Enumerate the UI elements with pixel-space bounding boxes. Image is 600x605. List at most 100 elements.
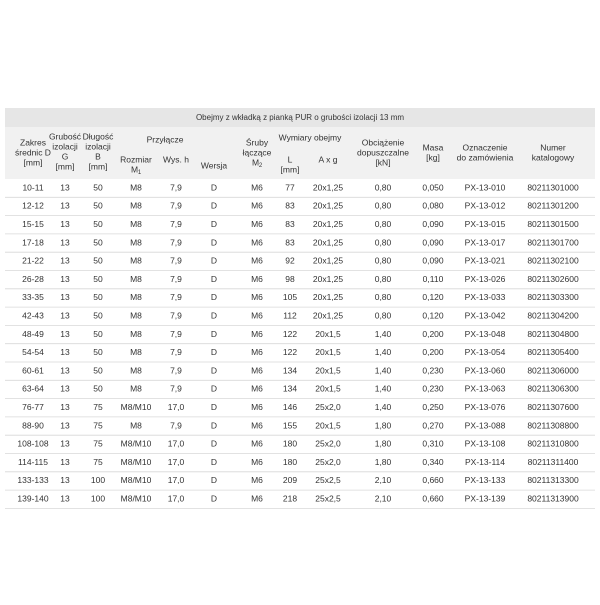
cell: M6 xyxy=(251,219,263,229)
cell: D xyxy=(211,365,217,375)
cell: D xyxy=(211,311,217,321)
cell: 105 xyxy=(283,292,297,302)
cell: 114-115 xyxy=(18,457,48,467)
header-label: [mm] xyxy=(89,161,108,171)
header-label: [mm] xyxy=(24,157,43,167)
cell: 80211302100 xyxy=(527,256,579,266)
cell: 13 xyxy=(60,256,70,266)
cell: 0,230 xyxy=(422,384,444,394)
cell: 80211301500 xyxy=(527,219,579,229)
cell: M8 xyxy=(130,311,142,321)
cell: 25x2,5 xyxy=(315,475,341,485)
cell: M8 xyxy=(130,182,142,192)
cell: 0,120 xyxy=(422,292,444,302)
cell: 80211311400 xyxy=(528,457,579,467)
cell: 0,090 xyxy=(422,237,444,247)
cell: M8/M10 xyxy=(121,457,152,467)
cell: 155 xyxy=(283,420,297,430)
cell: 80211306300 xyxy=(527,384,579,394)
cell: 20x1,25 xyxy=(313,274,344,284)
header-label: Grubość xyxy=(49,131,82,141)
header-label: Oznaczenie xyxy=(463,142,508,152)
cell: 50 xyxy=(93,237,103,247)
cell: D xyxy=(211,439,217,449)
cell: M6 xyxy=(251,237,263,247)
cell: D xyxy=(211,329,217,339)
cell: M8/M10 xyxy=(121,439,152,449)
cell: 80211301200 xyxy=(527,201,579,211)
cell: 20x1,25 xyxy=(313,292,344,302)
cell: 80211304800 xyxy=(527,329,579,339)
cell: 7,9 xyxy=(170,274,182,284)
cell: 80211301000 xyxy=(527,182,579,192)
cell: 13 xyxy=(60,439,70,449)
cell: M6 xyxy=(251,347,263,357)
cell: 0,80 xyxy=(375,292,392,302)
header-label: Numer xyxy=(540,142,566,152)
cell: 17,0 xyxy=(168,439,185,449)
cell: 1,40 xyxy=(375,365,392,375)
header-label: łączące xyxy=(243,147,272,157)
header-label: B xyxy=(95,151,101,161)
cell: 180 xyxy=(283,439,297,449)
header-label: Wersja xyxy=(201,160,228,170)
cell: PX-13-133 xyxy=(465,475,506,485)
cell: 17,0 xyxy=(168,402,185,412)
cell: 7,9 xyxy=(170,347,182,357)
header-label: katalogowy xyxy=(532,152,575,162)
cell: 83 xyxy=(285,201,295,211)
cell: M6 xyxy=(251,182,263,192)
cell: D xyxy=(211,402,217,412)
cell: 13 xyxy=(60,347,70,357)
header-label: Zakres xyxy=(20,137,46,147)
cell: 25x2,5 xyxy=(315,494,341,504)
cell: 75 xyxy=(93,439,103,449)
cell: 50 xyxy=(93,311,103,321)
cell: 0,660 xyxy=(422,494,444,504)
cell: M6 xyxy=(251,475,263,485)
cell: PX-13-108 xyxy=(465,439,506,449)
cell: 10-11 xyxy=(22,182,43,192)
cell: PX-13-042 xyxy=(465,311,506,321)
header-label: G xyxy=(62,151,69,161)
cell: 80211308800 xyxy=(527,420,579,430)
cell: 7,9 xyxy=(170,365,182,375)
cell: M6 xyxy=(251,329,263,339)
cell: 13 xyxy=(60,274,70,284)
cell: 50 xyxy=(93,219,103,229)
cell: 122 xyxy=(283,347,297,357)
cell: M8 xyxy=(130,420,142,430)
header-label: izolacji xyxy=(85,141,111,151)
cell: 20x1,25 xyxy=(313,256,344,266)
cell: 54-54 xyxy=(22,347,44,357)
cell: 1,80 xyxy=(375,420,392,430)
cell: PX-13-060 xyxy=(465,365,506,375)
cell: 13 xyxy=(60,201,70,211)
cell: 13 xyxy=(60,457,70,467)
cell: 209 xyxy=(283,475,297,485)
header-label: [kg] xyxy=(426,152,440,162)
cell: 7,9 xyxy=(170,311,182,321)
cell: 0,340 xyxy=(422,457,444,467)
cell: 7,9 xyxy=(170,201,182,211)
cell: 7,9 xyxy=(170,219,182,229)
cell: 0,090 xyxy=(422,219,444,229)
cell: D xyxy=(211,457,217,467)
cell: M6 xyxy=(251,292,263,302)
cell: 7,9 xyxy=(170,182,182,192)
cell: 13 xyxy=(60,237,70,247)
cell: 80211303300 xyxy=(527,292,579,302)
header-label: Długość xyxy=(83,131,114,141)
cell: 50 xyxy=(93,201,103,211)
cell: 134 xyxy=(283,365,297,375)
cell: 13 xyxy=(60,311,70,321)
cell: 33-35 xyxy=(22,292,44,302)
cell: PX-13-026 xyxy=(465,274,506,284)
cell: 50 xyxy=(93,347,103,357)
cell: 13 xyxy=(60,402,70,412)
cell: 80211313900 xyxy=(527,494,579,504)
cell: 0,310 xyxy=(422,439,444,449)
cell: 20x1,25 xyxy=(313,182,344,192)
cell: 50 xyxy=(93,274,103,284)
